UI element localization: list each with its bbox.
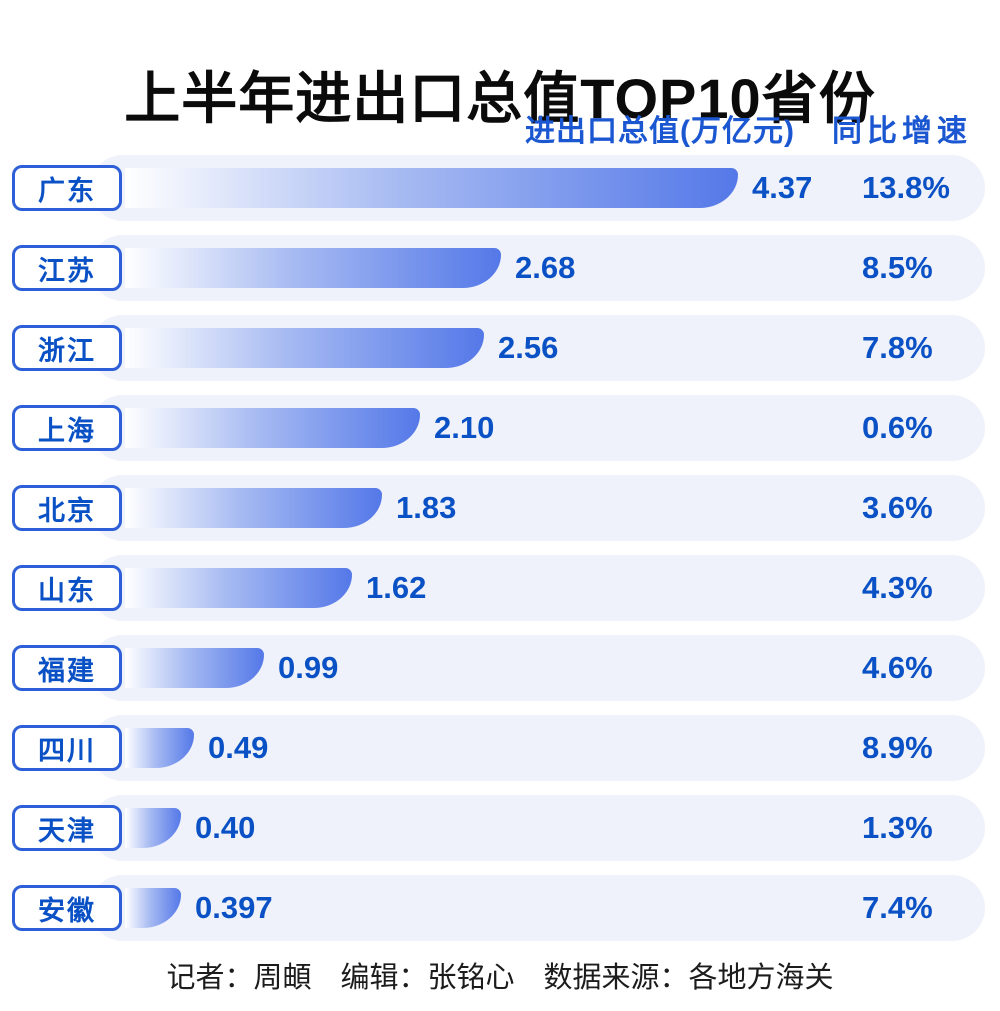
bar-chart-rows: 广东 4.37 13.8% 江苏 2.68 8.5% 浙江 2.56 7.8% 上海 2.10 0.6… — [0, 155, 1000, 955]
province-row: 福建 0.99 4.6% — [0, 635, 1000, 715]
growth-label: 8.5% — [862, 250, 933, 285]
province-label: 福建 — [12, 645, 122, 691]
value-bar — [125, 248, 501, 288]
value-label: 0.99 — [278, 650, 339, 685]
province-row: 上海 2.10 0.6% — [0, 395, 1000, 475]
province-label: 浙江 — [12, 325, 122, 371]
value-bar — [125, 488, 382, 528]
row-background — [90, 795, 985, 861]
growth-label: 4.6% — [862, 650, 933, 685]
credits-footer: 记者：周頔 编辑：张铭心 数据来源：各地方海关 — [166, 962, 834, 994]
value-bar — [125, 648, 264, 688]
row-background — [90, 875, 985, 941]
province-label: 江苏 — [12, 245, 122, 291]
growth-label: 1.3% — [862, 810, 933, 845]
growth-label: 4.3% — [862, 570, 933, 605]
province-label: 天津 — [12, 805, 122, 851]
growth-label: 13.8% — [862, 170, 950, 205]
growth-label: 3.6% — [862, 490, 933, 525]
growth-label: 7.8% — [862, 330, 933, 365]
province-row: 北京 1.83 3.6% — [0, 475, 1000, 555]
value-label: 1.62 — [366, 570, 427, 605]
province-row: 四川 0.49 8.9% — [0, 715, 1000, 795]
row-background — [90, 715, 985, 781]
province-label: 四川 — [12, 725, 122, 771]
value-label: 0.40 — [195, 810, 256, 845]
province-row: 江苏 2.68 8.5% — [0, 235, 1000, 315]
value-label: 0.49 — [208, 730, 269, 765]
value-label: 4.37 — [752, 170, 813, 205]
value-bar — [125, 408, 420, 448]
growth-label: 8.9% — [862, 730, 933, 765]
province-label: 山东 — [12, 565, 122, 611]
value-label: 2.68 — [515, 250, 576, 285]
column-header-value: 进出口总值(万亿元) — [525, 115, 795, 148]
value-bar — [125, 568, 352, 608]
province-label: 北京 — [12, 485, 122, 531]
province-row: 浙江 2.56 7.8% — [0, 315, 1000, 395]
province-row: 安徽 0.397 7.4% — [0, 875, 1000, 955]
value-label: 1.83 — [396, 490, 457, 525]
column-header-growth: 同比增速 — [832, 115, 972, 148]
growth-label: 7.4% — [862, 890, 933, 925]
province-row: 山东 1.62 4.3% — [0, 555, 1000, 635]
growth-label: 0.6% — [862, 410, 933, 445]
value-label: 2.10 — [434, 410, 495, 445]
value-label: 0.397 — [195, 890, 273, 925]
value-bar — [125, 168, 738, 208]
province-label: 安徽 — [12, 885, 122, 931]
province-row: 天津 0.40 1.3% — [0, 795, 1000, 875]
value-label: 2.56 — [498, 330, 559, 365]
province-label: 广东 — [12, 165, 122, 211]
value-bar — [125, 328, 484, 368]
page-title: 上半年进出口总值TOP10省份 — [124, 66, 876, 130]
province-label: 上海 — [12, 405, 122, 451]
province-row: 广东 4.37 13.8% — [0, 155, 1000, 235]
